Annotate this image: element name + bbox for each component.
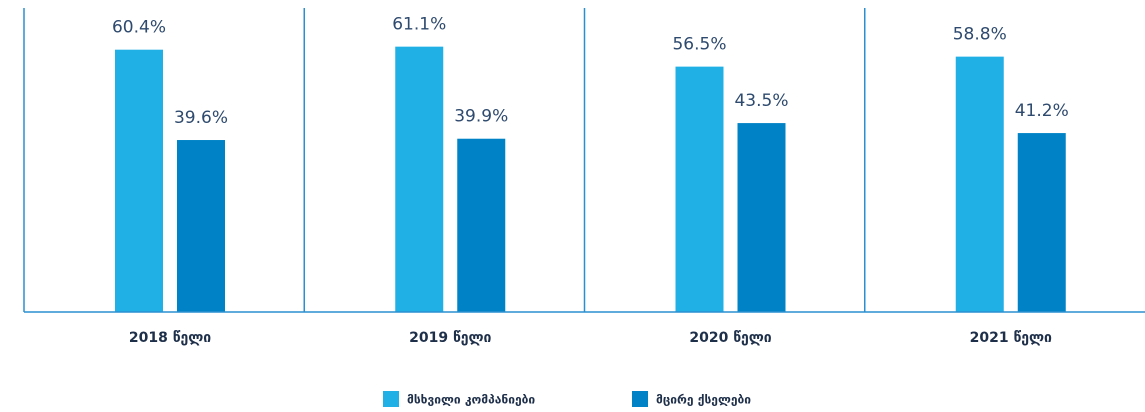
x-tick-label: 2020 წელი (689, 330, 771, 346)
value-label: 60.4% (112, 18, 166, 38)
x-tick-label: 2018 წელი (129, 330, 211, 346)
bar (955, 56, 1004, 312)
bar (457, 138, 506, 312)
x-tick-label: 2021 წელი (970, 330, 1052, 346)
value-label: 41.2% (1015, 101, 1069, 121)
legend-label: მცირე ქსელები (656, 393, 751, 407)
bar (675, 66, 724, 312)
value-label: 43.5% (734, 91, 788, 111)
value-label: 39.9% (454, 107, 508, 127)
legend-swatch (632, 391, 648, 407)
bar (737, 123, 786, 312)
value-label: 61.1% (392, 15, 446, 35)
value-label: 58.8% (953, 25, 1007, 45)
bar (177, 140, 225, 312)
x-tick-label: 2019 წელი (409, 330, 491, 346)
value-label: 39.6% (174, 108, 228, 128)
value-label: 56.5% (672, 35, 726, 55)
bar (115, 49, 163, 312)
bar (1017, 133, 1066, 312)
legend-swatch (383, 391, 399, 407)
legend-label: მსხვილი კომპანიები (407, 393, 535, 407)
bar (395, 46, 444, 312)
